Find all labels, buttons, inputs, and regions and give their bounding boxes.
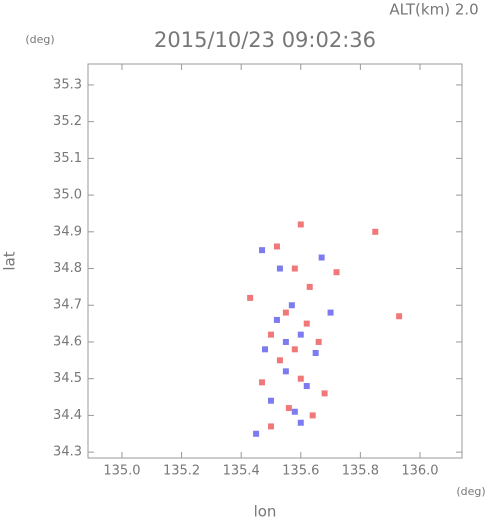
x-tick-label: 135.8: [342, 464, 379, 479]
data-point: [267, 397, 274, 404]
data-point: [309, 412, 316, 419]
data-point: [259, 247, 266, 254]
y-tick-label: 34.9: [53, 224, 82, 239]
subtitle: ALT(km) 2.0: [389, 1, 478, 19]
y-tick-label: 34.3: [53, 445, 82, 460]
data-point: [276, 357, 283, 364]
data-point: [267, 331, 274, 338]
x-tick-label: 135.6: [282, 464, 319, 479]
y-tick-label: 35.3: [53, 77, 82, 92]
x-tick-label: 135.2: [163, 464, 200, 479]
data-point: [396, 313, 403, 320]
data-point: [297, 375, 304, 382]
data-point: [282, 338, 289, 345]
data-point: [285, 405, 292, 412]
data-point: [282, 309, 289, 316]
y-tick-label: 34.6: [53, 334, 82, 349]
data-point: [262, 346, 269, 353]
y-tick-label: 35.2: [53, 114, 82, 129]
y-axis-label: lat: [1, 251, 19, 270]
x-tick-label: 135.0: [103, 464, 140, 479]
data-point: [297, 331, 304, 338]
data-point: [288, 302, 295, 309]
x-tick-label: 136.0: [401, 464, 438, 479]
plot-frame: [87, 63, 463, 459]
data-point: [253, 430, 260, 437]
y-tick-label: 34.8: [53, 261, 82, 276]
data-point: [273, 316, 280, 323]
data-point: [291, 346, 298, 353]
data-point: [312, 349, 319, 356]
data-point: [247, 294, 254, 301]
y-tick-label: 34.4: [53, 408, 82, 423]
data-point: [318, 254, 325, 261]
y-tick-label: 34.5: [53, 371, 82, 386]
data-point: [327, 309, 334, 316]
data-point: [372, 228, 379, 235]
data-point: [297, 419, 304, 426]
data-point: [321, 390, 328, 397]
y-tick-label: 35.0: [53, 188, 82, 203]
data-point: [276, 265, 283, 272]
data-point: [282, 368, 289, 375]
data-point: [291, 408, 298, 415]
chart-title: 2015/10/23 09:02:36: [154, 28, 376, 52]
data-point: [297, 221, 304, 228]
x-tick-label: 135.4: [223, 464, 260, 479]
data-point: [333, 269, 340, 276]
y-tick-label: 34.7: [53, 298, 82, 313]
y-tick-label: 35.1: [53, 151, 82, 166]
data-point: [315, 338, 322, 345]
data-point: [267, 423, 274, 430]
data-point: [306, 283, 313, 290]
data-point: [259, 379, 266, 386]
x-axis-label: lon: [254, 503, 277, 521]
data-point: [273, 243, 280, 250]
data-point: [303, 383, 310, 390]
x-unit: (deg): [456, 485, 485, 498]
data-point: [291, 265, 298, 272]
y-unit: (deg): [25, 33, 54, 46]
data-point: [303, 320, 310, 327]
